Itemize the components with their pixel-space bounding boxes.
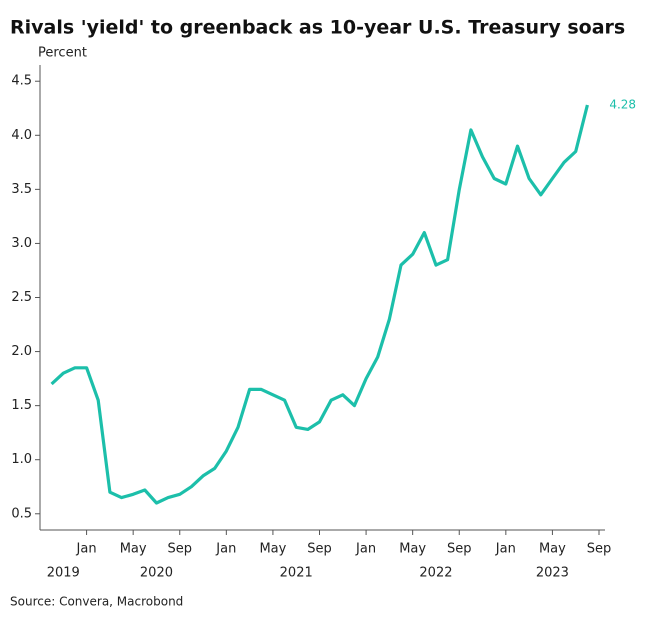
y-tick-label: 0.5 [11,506,32,521]
x-tick-label: Sep [447,542,472,557]
x-tick-label: Jan [495,542,516,557]
y-tick-label: 1.0 [11,452,32,467]
y-tick-label: 4.5 [11,74,32,89]
x-tick-label: Jan [355,542,376,557]
x-tick-label: Jan [76,542,97,557]
y-axis-label: Percent [38,46,87,61]
year-label: 2019 [47,566,80,581]
year-label: 2023 [536,566,569,581]
x-tick-label: May [399,542,426,557]
x-tick-label: Sep [307,542,332,557]
line-series [50,104,589,505]
x-tick-label: May [539,542,566,557]
end-value-label: 4.28 [609,98,636,112]
chart-title: Rivals 'yield' to greenback as 10-year U… [10,17,625,39]
y-tick-label: 3.0 [11,236,32,251]
y-tick-label: 4.0 [11,128,32,143]
year-label: 2021 [280,566,313,581]
x-tick-label: Jan [215,542,236,557]
y-tick-label: 1.5 [11,398,32,413]
y-tick-label: 2.5 [11,290,32,305]
y-tick-label: 3.5 [11,182,32,197]
x-tick-label: May [120,542,147,557]
year-label: 2022 [419,566,452,581]
x-tick-label: May [259,542,286,557]
source: Source: Convera, Macrobond [10,595,183,609]
y-tick-label: 2.0 [11,344,32,359]
x-tick-label: Sep [587,542,612,557]
year-label: 2020 [140,566,173,581]
x-tick-label: Sep [167,542,192,557]
